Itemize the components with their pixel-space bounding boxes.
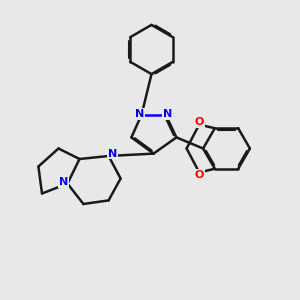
Text: N: N [108, 148, 117, 159]
Text: N: N [164, 109, 172, 119]
Text: O: O [194, 170, 204, 180]
Text: N: N [135, 109, 144, 119]
Text: O: O [194, 117, 204, 127]
Text: N: N [59, 177, 68, 188]
